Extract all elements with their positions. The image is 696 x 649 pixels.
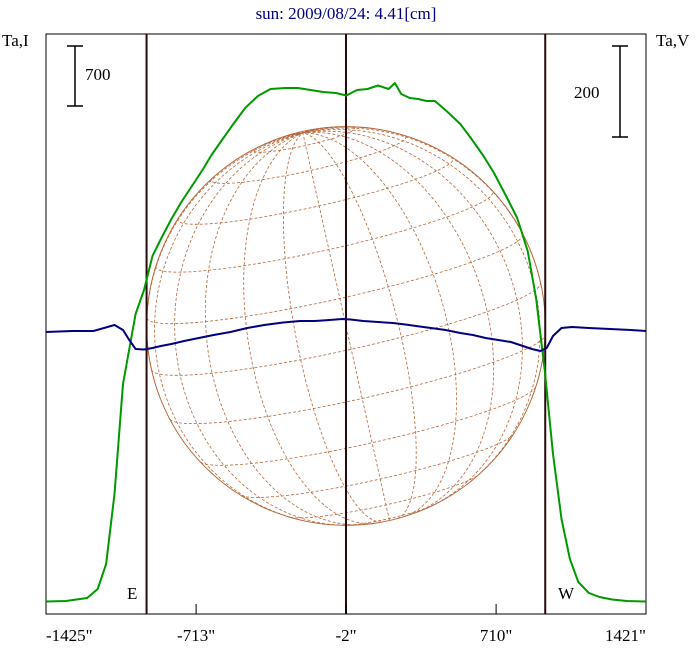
scale-bar-left: 700 <box>67 45 111 107</box>
longitude-line <box>302 130 523 507</box>
x-tick-label: -2" <box>335 626 356 645</box>
longitude-line <box>243 132 375 525</box>
latitude-line <box>146 234 524 325</box>
x-tick-label: 710" <box>480 626 512 645</box>
west-limb-label: W <box>558 584 575 603</box>
left-axis-label: Ta,I <box>2 31 29 50</box>
east-limb-label: E <box>127 584 137 603</box>
latitude-line <box>200 386 536 466</box>
longitude-line <box>302 127 325 134</box>
scale-bar-right: 200 <box>574 45 628 138</box>
chart-title: sun: 2009/08/24: 4.41[cm] <box>256 4 437 23</box>
x-tick-label: -1425" <box>46 626 93 645</box>
right-axis-label: Ta,V <box>656 31 690 50</box>
x-axis-ticks: -1425" -713" -2" 710" 1421" <box>45 604 647 645</box>
longitude-line <box>302 132 417 519</box>
longitude-line <box>174 132 345 526</box>
longitude-line <box>281 132 303 138</box>
longitude-line <box>154 132 303 521</box>
x-tick-label: 1421" <box>605 626 646 645</box>
limb-lines <box>145 34 547 614</box>
longitude-line <box>302 132 457 517</box>
scale-bar-left-label: 700 <box>85 65 111 84</box>
longitude-line <box>283 132 382 523</box>
latitude-line <box>169 335 546 424</box>
latitude-line <box>155 190 494 273</box>
latitude-line <box>210 134 407 184</box>
longitude-line <box>302 129 541 483</box>
x-tick-label: -713" <box>177 626 215 645</box>
longitude-line <box>302 132 495 513</box>
series-line-v <box>45 318 647 352</box>
longitude-line <box>204 132 361 526</box>
longitude-line <box>302 132 390 521</box>
scale-bar-right-label: 200 <box>574 83 600 102</box>
series-line-i <box>45 82 647 603</box>
data-series <box>45 82 647 603</box>
